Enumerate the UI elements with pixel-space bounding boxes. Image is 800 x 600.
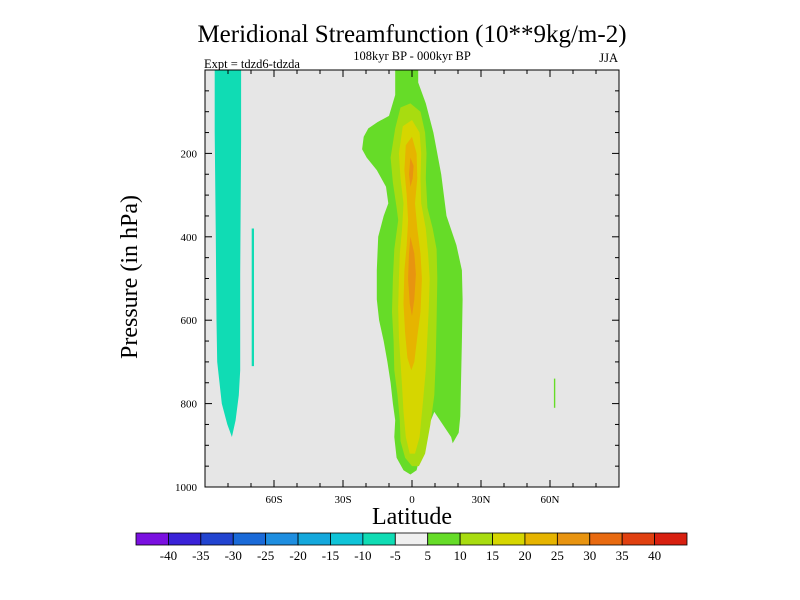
colorbar-box xyxy=(427,532,461,546)
colorbar-box xyxy=(459,532,493,546)
contour-regions xyxy=(214,70,556,475)
y-axis-label: Pressure (in hPa) xyxy=(117,195,143,359)
colorbar-label: -5 xyxy=(390,548,401,563)
colorbar-label: 15 xyxy=(486,548,499,563)
x-tick-label: 30N xyxy=(472,494,491,506)
x-tick-label: 0 xyxy=(409,494,415,506)
colorbar-label: -20 xyxy=(289,548,306,563)
colorbar-label: 5 xyxy=(424,548,431,563)
contour-region-positive-band-25-30-lower xyxy=(408,236,416,316)
x-tick-label: 30S xyxy=(334,494,351,506)
y-tick-label: 1000 xyxy=(175,482,198,494)
chart-subtitle: 108kyr BP - 000kyr BP xyxy=(353,49,471,63)
x-tick-label: 60S xyxy=(265,494,282,506)
colorbar-label: -10 xyxy=(354,548,371,563)
x-tick-label: 60N xyxy=(541,494,560,506)
contour-region-positive-band-northern-streak xyxy=(553,378,556,408)
colorbar-box xyxy=(492,532,526,546)
colorbar-box xyxy=(556,532,591,546)
colorbar-label: -15 xyxy=(322,548,339,563)
colorbar-box xyxy=(330,532,364,546)
colorbar-label: -35 xyxy=(192,548,209,563)
colorbar-box xyxy=(297,532,331,546)
colorbar-label: -40 xyxy=(160,548,177,563)
colorbar-box xyxy=(168,532,202,546)
colorbar-label: 10 xyxy=(454,548,467,563)
colorbar-box xyxy=(362,532,396,546)
colorbar-label: -25 xyxy=(257,548,274,563)
contour-region-negative-band-southern-polar xyxy=(214,70,242,438)
y-tick-label: 200 xyxy=(181,148,198,160)
colorbar-box xyxy=(232,532,267,546)
axis-ticks: 60S 30S 0 30N 60N 200 400 600 800 1000 xyxy=(175,70,619,506)
y-tick-label: 400 xyxy=(181,232,198,244)
experiment-label: Expt = tdzd6-tdzda xyxy=(204,57,300,71)
colorbar-box xyxy=(200,532,234,546)
colorbar-box xyxy=(265,532,299,546)
colorbar-label: 20 xyxy=(518,548,531,563)
y-tick-label: 800 xyxy=(181,399,198,411)
colorbar-label: 40 xyxy=(648,548,661,563)
x-axis-label: Latitude xyxy=(372,504,452,530)
colorbar-label: 25 xyxy=(551,548,564,563)
contour-region-negative-band-thin-streak xyxy=(251,228,254,367)
colorbar-box xyxy=(135,532,169,546)
colorbar-box xyxy=(524,532,558,546)
colorbar-box xyxy=(394,532,429,546)
colorbar-label: 30 xyxy=(583,548,596,563)
colorbar-box xyxy=(621,532,655,546)
colorbar-box xyxy=(589,532,623,546)
chart-title: Meridional Streamfunction (10**9kg/m-2) xyxy=(197,21,626,48)
colorbar-label: 35 xyxy=(616,548,629,563)
season-label: JJA xyxy=(599,51,618,65)
contour-region-positive-band-25-30 xyxy=(409,157,414,187)
colorbar-label: -30 xyxy=(225,548,242,563)
y-tick-label: 600 xyxy=(181,315,198,327)
colorbar: -40 -35 -30 -25 -20 -15 -10 -5 5 10 15 20 25 30 35 40 xyxy=(135,532,688,563)
colorbar-box xyxy=(654,532,688,546)
